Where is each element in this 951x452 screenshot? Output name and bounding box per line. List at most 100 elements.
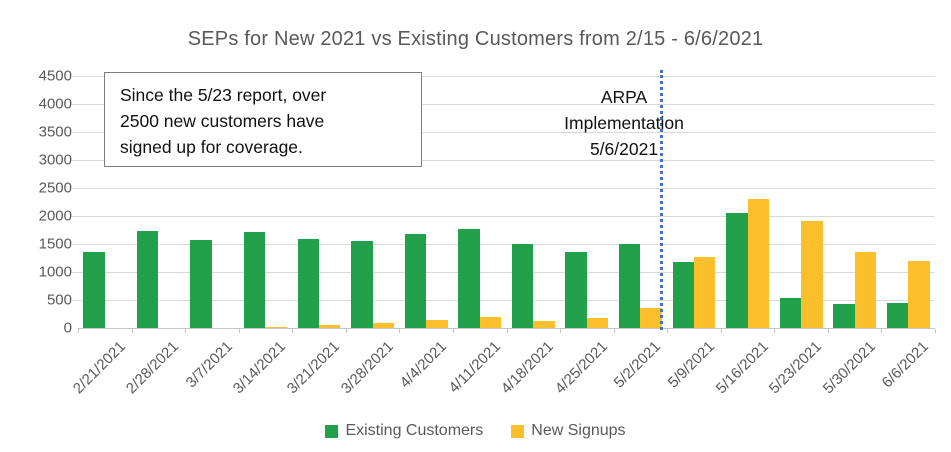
x-axis-tick bbox=[774, 329, 776, 333]
legend-swatch-icon bbox=[511, 424, 525, 438]
x-axis-tick bbox=[78, 329, 79, 333]
gridline-3000 bbox=[72, 160, 935, 161]
bar-new-signups bbox=[265, 327, 287, 328]
bar-existing-customers bbox=[297, 238, 320, 328]
x-axis-tick bbox=[881, 329, 883, 333]
x-tick-label: 5/23/2021 bbox=[765, 338, 826, 398]
x-axis-tick bbox=[185, 329, 187, 333]
x-tick-label: 4/18/2021 bbox=[498, 338, 558, 398]
legend-swatch-icon bbox=[325, 424, 339, 438]
x-tick-label: 2/21/2021 bbox=[69, 338, 129, 398]
bar-existing-customers bbox=[833, 303, 855, 328]
bar-existing-customers bbox=[886, 303, 909, 328]
bar-group bbox=[453, 76, 507, 328]
x-axis-tick bbox=[399, 329, 401, 333]
bar-existing-customers bbox=[83, 251, 105, 328]
bar-new-signups bbox=[586, 318, 609, 328]
x-axis-tick bbox=[452, 329, 454, 333]
bar-existing-customers bbox=[244, 231, 266, 328]
y-tick-label: 500 bbox=[46, 291, 72, 309]
legend-item-new-signups: New Signups bbox=[511, 422, 626, 440]
annotation-line-2: 2500 new customers have bbox=[120, 111, 325, 131]
bar-new-signups bbox=[533, 320, 555, 328]
gridline-4000 bbox=[72, 104, 935, 105]
chart-legend: Existing Customers New Signups bbox=[0, 422, 951, 440]
x-tick-label: 5/16/2021 bbox=[712, 338, 772, 398]
bar-existing-customers bbox=[726, 213, 748, 328]
gridline-2000 bbox=[72, 216, 935, 217]
bar-group bbox=[132, 76, 186, 328]
bar-new-signups bbox=[693, 257, 716, 328]
arpa-dotted-divider-line bbox=[660, 70, 664, 330]
bar-group bbox=[292, 76, 346, 328]
x-tick-label: 6/6/2021 bbox=[878, 338, 933, 392]
chart-title: SEPs for New 2021 vs Existing Customers … bbox=[187, 28, 764, 50]
bar-new-signups bbox=[640, 307, 662, 328]
x-axis-tick bbox=[345, 329, 347, 333]
bar-existing-customers bbox=[672, 262, 694, 328]
x-tick-label: 5/30/2021 bbox=[819, 338, 879, 398]
bar-existing-customers bbox=[565, 251, 587, 328]
bar-new-signups bbox=[908, 261, 930, 328]
annotation-line-1: Since the 5/23 report, over bbox=[120, 85, 327, 105]
bar-group bbox=[614, 76, 668, 328]
bar-existing-customers bbox=[136, 230, 159, 328]
bar-new-signups bbox=[319, 324, 341, 328]
y-tick-label: 1500 bbox=[38, 235, 72, 253]
plot-area bbox=[72, 76, 935, 329]
bar-group bbox=[78, 76, 132, 328]
bar-group bbox=[399, 76, 453, 328]
bar-group bbox=[239, 76, 293, 328]
bar-group bbox=[185, 76, 239, 328]
bar-group bbox=[774, 76, 828, 328]
x-axis-tick bbox=[667, 329, 669, 333]
x-axis-tick bbox=[131, 329, 133, 333]
bar-group bbox=[881, 76, 935, 328]
gridline-1500 bbox=[72, 244, 935, 245]
gridline-1000 bbox=[72, 272, 935, 273]
bar-group bbox=[507, 76, 561, 328]
x-tick-label: 5/9/2021 bbox=[664, 338, 718, 392]
x-axis-tick bbox=[720, 329, 722, 333]
arpa-implementation-label: ARPA Implementation 5/6/2021 bbox=[535, 84, 713, 162]
y-tick-label: 4000 bbox=[38, 95, 72, 113]
legend-label: Existing Customers bbox=[345, 422, 484, 439]
bar-groups bbox=[78, 76, 935, 328]
y-tick-label: 3500 bbox=[38, 123, 72, 141]
bar-group bbox=[828, 76, 882, 328]
x-axis-tick bbox=[613, 329, 615, 333]
x-axis-tick bbox=[935, 329, 936, 333]
y-tick-label: 2500 bbox=[38, 179, 72, 197]
gridline-500 bbox=[72, 300, 935, 301]
gridline-2500 bbox=[72, 188, 935, 189]
bar-existing-customers bbox=[190, 239, 212, 328]
x-axis-tick bbox=[827, 329, 829, 333]
x-axis-tick bbox=[560, 329, 562, 333]
x-axis-tick bbox=[506, 329, 508, 333]
y-tick-label: 3000 bbox=[38, 151, 72, 169]
x-tick-label: 5/2/2021 bbox=[611, 338, 665, 392]
bar-new-signups bbox=[801, 221, 823, 328]
y-tick-label: 1000 bbox=[38, 263, 72, 281]
bar-existing-customers bbox=[511, 244, 534, 328]
x-tick-label: 2/28/2021 bbox=[123, 338, 183, 398]
x-axis-tick bbox=[238, 329, 240, 333]
bar-new-signups bbox=[747, 198, 769, 328]
bar-group bbox=[721, 76, 775, 328]
y-tick-label: 4500 bbox=[38, 67, 72, 85]
bar-existing-customers bbox=[779, 297, 802, 328]
arpa-label-line-2: Implementation bbox=[564, 113, 684, 133]
x-tick-label: 3/7/2021 bbox=[182, 338, 236, 392]
gridline-4500 bbox=[72, 76, 935, 77]
bar-existing-customers bbox=[351, 241, 373, 328]
x-tick-label: 4/25/2021 bbox=[551, 338, 611, 398]
legend-item-existing-customers: Existing Customers bbox=[325, 422, 483, 440]
bar-new-signups bbox=[426, 320, 448, 328]
bar-new-signups bbox=[854, 252, 877, 328]
annotation-line-3: signed up for coverage. bbox=[120, 137, 303, 157]
bar-existing-customers bbox=[458, 229, 480, 328]
bar-group bbox=[346, 76, 400, 328]
x-tick-label: 4/4/2021 bbox=[396, 338, 451, 392]
annotation-box: Since the 5/23 report, over 2500 new cus… bbox=[104, 72, 422, 167]
